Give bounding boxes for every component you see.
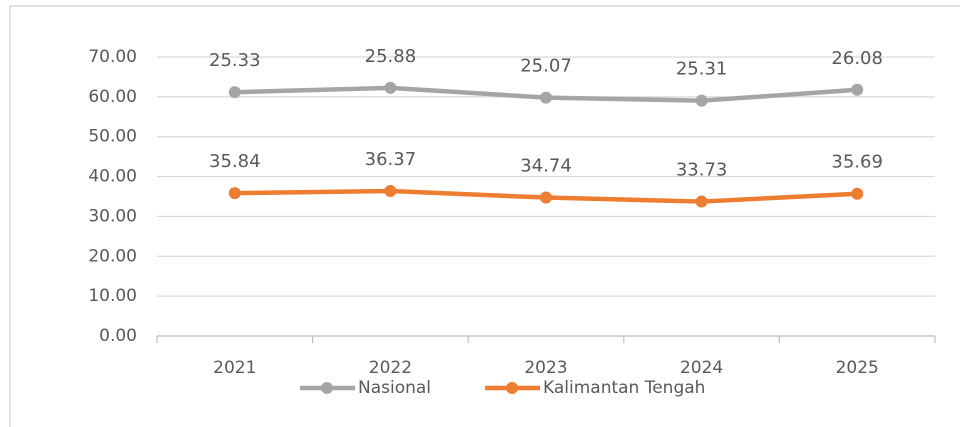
data-label: 25.07 xyxy=(520,56,572,77)
y-tick-label: 60.00 xyxy=(88,87,137,107)
data-label: 34.74 xyxy=(520,156,572,177)
data-label: 26.08 xyxy=(831,48,883,69)
legend-label: Kalimantan Tengah xyxy=(543,378,705,398)
point xyxy=(228,86,241,99)
data-label: 35.84 xyxy=(209,151,261,172)
data-label: 25.88 xyxy=(365,46,417,67)
y-tick-label: 10.00 xyxy=(88,286,137,306)
x-tick-label: 2021 xyxy=(213,358,256,378)
x-tick-label: 2024 xyxy=(680,358,723,378)
chart-frame xyxy=(9,5,960,427)
y-tick-label: 50.00 xyxy=(88,127,137,147)
x-tick-label: 2025 xyxy=(836,358,879,378)
legend-marker xyxy=(506,382,518,394)
point xyxy=(851,187,864,200)
data-label: 35.69 xyxy=(831,152,883,173)
point xyxy=(851,83,864,96)
point xyxy=(540,191,552,204)
legend-label: Nasional xyxy=(358,378,431,398)
legend-marker xyxy=(321,382,333,394)
point xyxy=(384,185,397,198)
x-tick-label: 2022 xyxy=(369,358,412,378)
y-tick-label: 30.00 xyxy=(88,206,137,226)
y-tick-label: 20.00 xyxy=(88,246,137,266)
point xyxy=(384,81,397,94)
y-tick-label: 70.00 xyxy=(88,47,137,67)
point xyxy=(695,195,708,208)
point xyxy=(228,187,241,200)
y-tick-label: 40.00 xyxy=(88,167,137,187)
data-label: 33.73 xyxy=(676,160,728,181)
point xyxy=(695,94,708,107)
x-tick-label: 2023 xyxy=(524,358,567,378)
data-label: 36.37 xyxy=(365,149,417,170)
point xyxy=(540,91,552,104)
data-label: 25.33 xyxy=(209,50,261,71)
y-tick-label: 0.00 xyxy=(99,326,137,346)
data-label: 25.31 xyxy=(676,59,728,80)
